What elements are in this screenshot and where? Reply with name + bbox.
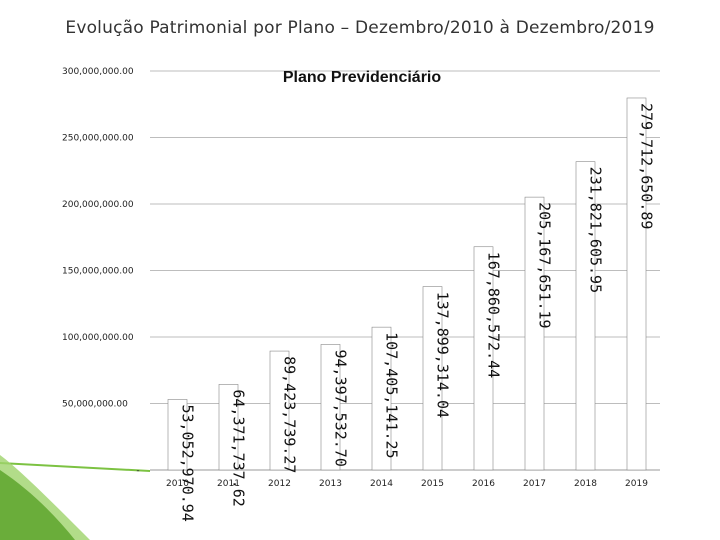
data-label-2016: 167,860,572.44 — [485, 252, 503, 378]
data-label-2010: 53,052,970.94 — [179, 404, 197, 521]
data-label-2012: 89,423,739.27 — [281, 356, 299, 473]
bar-2018 — [575, 161, 596, 471]
y-tick-label: 250,000,000.00 — [62, 134, 134, 144]
data-label-2011: 64,371,737.62 — [230, 389, 248, 506]
x-tick-label: 2016 — [472, 479, 495, 489]
bar-2015 — [422, 286, 443, 471]
y-tick-label: 150,000,000.00 — [62, 267, 134, 277]
bar-2013 — [320, 344, 341, 471]
x-tick-label: 2018 — [574, 479, 597, 489]
chart-title: Plano Previdenciário — [283, 69, 442, 86]
x-tick-label: 2013 — [319, 479, 342, 489]
x-tick-label: 2015 — [421, 479, 444, 489]
data-label-2017: 205,167,651.19 — [536, 202, 554, 328]
data-label-2014: 107,405,141.25 — [383, 332, 401, 458]
y-tick-label: 50,000,000.00 — [62, 400, 128, 410]
bar-2017 — [524, 196, 545, 471]
x-tick-label: 2014 — [370, 479, 393, 489]
x-tick-label: 2011 — [217, 479, 240, 489]
y-tick-label: 100,000,000.00 — [62, 333, 134, 343]
corner-accent — [0, 455, 150, 540]
x-tick-label: 2019 — [625, 479, 648, 489]
data-label-2013: 94,397,532.70 — [332, 349, 350, 466]
x-tick-label: 2017 — [523, 479, 546, 489]
bar-2016 — [473, 246, 494, 471]
data-label-2018: 231,821,605.95 — [587, 167, 605, 293]
bar-2012 — [269, 350, 290, 471]
bar-2014 — [371, 326, 392, 471]
x-tick-label: 2010 — [166, 479, 189, 489]
data-label-2015: 137,899,314.04 — [434, 292, 452, 418]
bar-2019 — [626, 97, 647, 471]
y-tick-label: 300,000,000.00 — [62, 67, 134, 77]
bar-2010 — [167, 399, 188, 471]
page-title: Evolução Patrimonial por Plano – Dezembr… — [65, 18, 655, 38]
y-tick-label: 200,000,000.00 — [62, 200, 134, 210]
y-tick-label: - — [136, 466, 139, 476]
data-label-2019: 279,712,650.89 — [638, 103, 656, 229]
accent-swoosh-dark — [0, 470, 75, 540]
bar-2011 — [218, 384, 239, 471]
x-tick-label: 2012 — [268, 479, 291, 489]
accent-line — [0, 462, 150, 472]
